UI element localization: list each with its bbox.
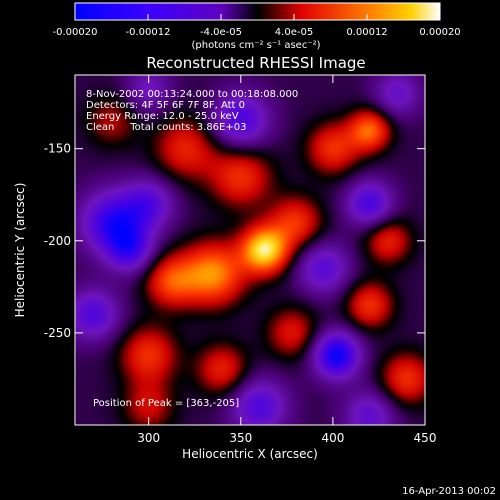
annotation-detectors: Detectors: 4F 5F 6F 7F 8F, Att 0 [86, 100, 245, 111]
footer-timestamp: 16-Apr-2013 00:02 [402, 486, 496, 497]
colorbar-tick-label: 0.00012 [346, 27, 387, 38]
chart-title: Reconstructed RHESSI Image [146, 54, 365, 72]
y-tick-label: -150 [44, 142, 71, 156]
heatmap-image [75, 75, 425, 425]
annotation-block: 8-Nov-2002 00:13:24.000 to 00:18:08.000 … [86, 89, 298, 133]
axis-ticks: 300 350 400 450 -150 -200 -250 [44, 75, 437, 445]
colorbar-gradient [75, 3, 440, 20]
colorbar: -0.00020 -0.00012 -4.0e-05 4.0e-05 0.00012 0.… [53, 2, 461, 51]
peak-position-label: Position of Peak = [363,-205] [93, 398, 239, 409]
x-tick-label: 300 [137, 431, 160, 445]
x-tick-label: 450 [414, 431, 437, 445]
colorbar-tick-label: 0.00020 [419, 27, 460, 38]
y-tick-label: -200 [44, 234, 71, 248]
y-tick-label: -250 [44, 326, 71, 340]
y-axis-label: Heliocentric Y (arcsec) [13, 183, 27, 318]
colorbar-tick-label: -4.0e-05 [200, 27, 242, 38]
x-tick-label: 350 [229, 431, 252, 445]
heatmap-image-wrap [75, 75, 425, 425]
x-axis-label: Heliocentric X (arcsec) [182, 447, 318, 461]
plot-frame [74, 74, 426, 426]
colorbar-tick-label: 4.0e-05 [275, 27, 313, 38]
annotation-time-range: 8-Nov-2002 00:13:24.000 to 00:18:08.000 [86, 89, 298, 100]
colorbar-frame [74, 2, 441, 21]
colorbar-tick-label: -0.00020 [53, 27, 98, 38]
colorbar-ticks: -0.00020 -0.00012 -4.0e-05 4.0e-05 0.00012 0.… [53, 14, 461, 38]
heatmap-plot: 300 350 400 450 -150 -200 -250 [44, 74, 437, 445]
x-tick-label: 400 [321, 431, 344, 445]
annotation-energy-range: Energy Range: 12.0 - 25.0 keV [86, 111, 239, 122]
colorbar-tick-label: -0.00012 [126, 27, 171, 38]
annotation-total-counts: Clean Total counts: 3.86E+03 [86, 122, 246, 133]
colorbar-unit-label: (photons cm⁻² s⁻¹ asec⁻²) [191, 40, 320, 51]
